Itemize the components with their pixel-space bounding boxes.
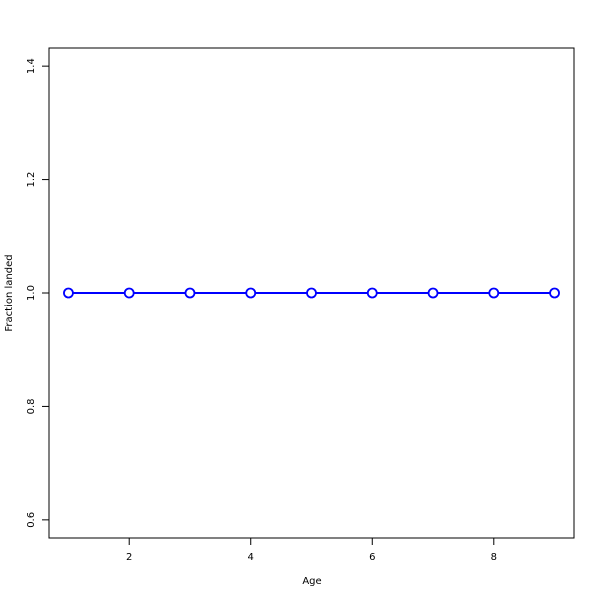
data-point xyxy=(63,287,74,299)
y-tick: 0.6 xyxy=(26,512,49,528)
x-tick-label: 6 xyxy=(369,552,375,563)
y-tick-label: 1.0 xyxy=(26,285,37,301)
y-axis-label: Fraction landed xyxy=(4,254,15,331)
y-axis: 0.6 0.8 1.0 1.2 1.4 xyxy=(26,58,49,528)
x-tick-label: 4 xyxy=(248,552,254,563)
y-tick-label: 0.8 xyxy=(26,398,37,414)
data-point xyxy=(549,287,560,299)
data-point xyxy=(488,287,500,299)
y-tick: 0.8 xyxy=(26,398,49,414)
x-tick-label: 2 xyxy=(126,552,132,563)
x-tick-label: 8 xyxy=(491,552,497,563)
y-tick: 1.2 xyxy=(26,172,49,188)
x-tick: 2 xyxy=(126,538,132,563)
y-tick: 1.4 xyxy=(26,58,49,74)
y-tick-label: 1.4 xyxy=(26,58,37,74)
x-tick: 4 xyxy=(248,538,254,563)
x-tick: 6 xyxy=(369,538,375,563)
data-point xyxy=(245,287,257,299)
data-point xyxy=(306,287,317,299)
y-tick: 1.0 xyxy=(26,285,49,301)
data-point xyxy=(427,287,439,299)
data-point xyxy=(123,287,135,299)
series-points xyxy=(63,287,560,299)
x-axis-label: Age xyxy=(302,576,321,587)
data-point xyxy=(184,287,196,299)
y-tick-label: 1.2 xyxy=(26,172,37,188)
data-point xyxy=(366,287,378,299)
x-axis: 2 4 6 8 xyxy=(126,538,497,563)
y-tick-label: 0.6 xyxy=(26,512,37,528)
x-tick: 8 xyxy=(491,538,497,563)
